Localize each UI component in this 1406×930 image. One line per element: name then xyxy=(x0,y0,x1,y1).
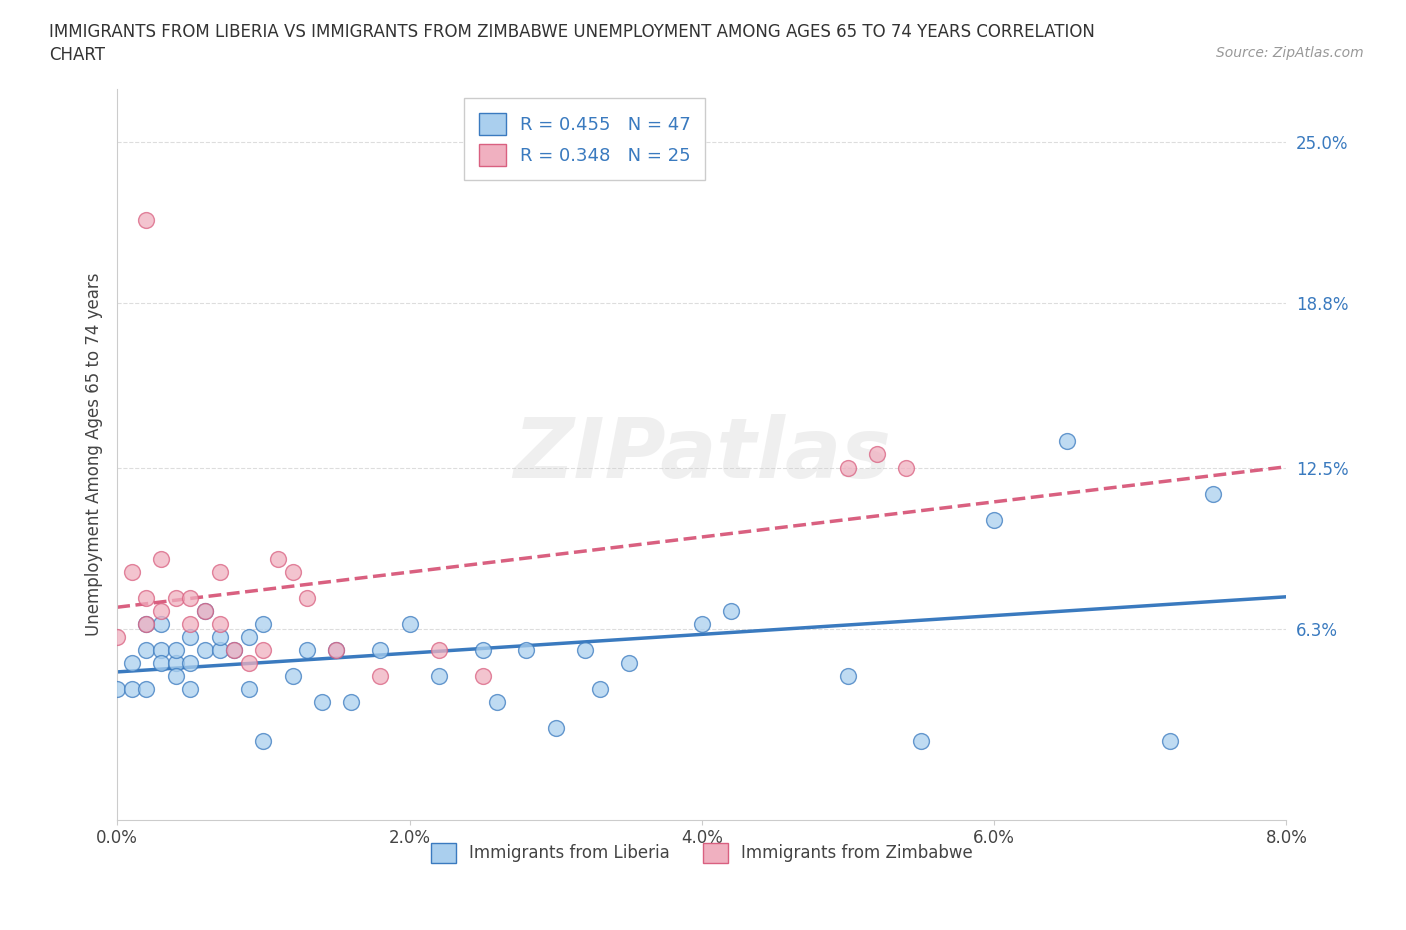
Point xyxy=(837,460,859,475)
Text: ZIPatlas: ZIPatlas xyxy=(513,414,891,495)
Point xyxy=(295,643,318,658)
Point xyxy=(179,591,201,605)
Point xyxy=(135,643,157,658)
Point xyxy=(1056,434,1078,449)
Point xyxy=(179,656,201,671)
Point xyxy=(208,643,231,658)
Point xyxy=(427,643,450,658)
Point xyxy=(165,591,187,605)
Point xyxy=(208,630,231,644)
Point xyxy=(121,656,143,671)
Point xyxy=(281,669,304,684)
Point xyxy=(179,682,201,697)
Legend: Immigrants from Liberia, Immigrants from Zimbabwe: Immigrants from Liberia, Immigrants from… xyxy=(425,836,980,870)
Point xyxy=(311,695,333,710)
Point xyxy=(194,643,217,658)
Point xyxy=(368,669,391,684)
Point xyxy=(150,551,173,566)
Point xyxy=(121,565,143,579)
Point xyxy=(617,656,640,671)
Point xyxy=(544,721,567,736)
Point xyxy=(150,617,173,631)
Point xyxy=(690,617,713,631)
Point xyxy=(281,565,304,579)
Point xyxy=(135,617,157,631)
Point xyxy=(471,643,494,658)
Point xyxy=(837,669,859,684)
Point xyxy=(252,643,274,658)
Y-axis label: Unemployment Among Ages 65 to 74 years: Unemployment Among Ages 65 to 74 years xyxy=(86,272,103,636)
Point xyxy=(588,682,610,697)
Point xyxy=(325,643,347,658)
Point xyxy=(150,656,173,671)
Point xyxy=(574,643,596,658)
Point xyxy=(165,643,187,658)
Text: CHART: CHART xyxy=(49,46,105,64)
Point xyxy=(896,460,918,475)
Point xyxy=(866,447,889,462)
Point xyxy=(105,630,128,644)
Point xyxy=(238,630,260,644)
Point xyxy=(150,604,173,618)
Point xyxy=(208,617,231,631)
Point xyxy=(135,591,157,605)
Point xyxy=(398,617,420,631)
Point xyxy=(471,669,494,684)
Text: Source: ZipAtlas.com: Source: ZipAtlas.com xyxy=(1216,46,1364,60)
Point xyxy=(208,565,231,579)
Point xyxy=(105,682,128,697)
Point xyxy=(720,604,742,618)
Point xyxy=(165,656,187,671)
Point xyxy=(486,695,509,710)
Point xyxy=(150,643,173,658)
Point xyxy=(427,669,450,684)
Point xyxy=(252,734,274,749)
Point xyxy=(368,643,391,658)
Point xyxy=(267,551,290,566)
Point xyxy=(179,630,201,644)
Point xyxy=(325,643,347,658)
Point xyxy=(295,591,318,605)
Point xyxy=(224,643,246,658)
Point xyxy=(135,212,157,227)
Point xyxy=(252,617,274,631)
Point xyxy=(340,695,363,710)
Point xyxy=(1159,734,1181,749)
Point xyxy=(121,682,143,697)
Point xyxy=(179,617,201,631)
Point xyxy=(983,512,1005,527)
Point xyxy=(1202,486,1225,501)
Point xyxy=(194,604,217,618)
Point xyxy=(238,656,260,671)
Point xyxy=(165,669,187,684)
Point xyxy=(194,604,217,618)
Point xyxy=(135,682,157,697)
Point xyxy=(224,643,246,658)
Point xyxy=(135,617,157,631)
Point xyxy=(515,643,537,658)
Point xyxy=(910,734,932,749)
Point xyxy=(238,682,260,697)
Text: IMMIGRANTS FROM LIBERIA VS IMMIGRANTS FROM ZIMBABWE UNEMPLOYMENT AMONG AGES 65 T: IMMIGRANTS FROM LIBERIA VS IMMIGRANTS FR… xyxy=(49,23,1095,41)
